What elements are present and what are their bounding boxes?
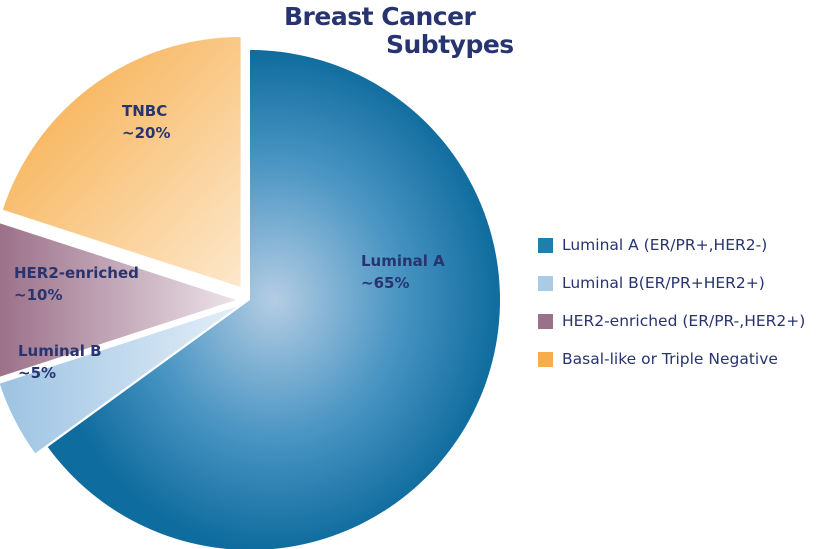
slice-value: ~65% [361, 274, 410, 292]
slice-her2-enriched [0, 223, 236, 377]
legend-swatch [538, 351, 553, 367]
legend-item-luminal-b: Luminal B(ER/PR+HER2+) [538, 272, 805, 294]
legend-swatch [538, 313, 553, 329]
slice-value: ~10% [14, 286, 63, 304]
slice-tnbc [2, 37, 241, 288]
legend-item-her2-enriched: HER2-enriched (ER/PR-,HER2+) [538, 310, 805, 332]
slice-luminal-a [47, 50, 501, 549]
legend-label: HER2-enriched (ER/PR-,HER2+) [562, 312, 806, 330]
legend-label: Luminal A (ER/PR+,HER2-) [562, 236, 768, 254]
legend-label: Luminal B(ER/PR+HER2+) [562, 274, 765, 292]
slice-name: Luminal A [361, 252, 445, 270]
chart-title-line-2: Subtypes [386, 30, 514, 59]
slice-value: ~20% [122, 124, 171, 142]
legend-swatch [538, 237, 553, 253]
legend-item-basal-like: Basal-like or Triple Negative [538, 348, 805, 370]
chart-title-line-1: Breast Cancer [284, 2, 476, 31]
legend-label: Basal-like or Triple Negative [562, 350, 778, 368]
legend-swatch [538, 275, 553, 291]
slice-name: HER2-enriched [14, 264, 139, 282]
slice-name: TNBC [122, 102, 168, 120]
slice-value: ~5% [18, 364, 57, 382]
legend-item-luminal-a: Luminal A (ER/PR+,HER2-) [538, 234, 805, 256]
legend: Luminal A (ER/PR+,HER2-) Luminal B(ER/PR… [538, 234, 805, 386]
slice-label-luminal-b: Luminal B ~5% [18, 340, 102, 384]
slice-label-luminal-a: Luminal A ~65% [361, 250, 445, 294]
slice-label-her2-enriched: HER2-enriched ~10% [14, 262, 139, 306]
slice-label-tnbc: TNBC ~20% [122, 100, 170, 144]
slice-name: Luminal B [18, 342, 102, 360]
slice-luminal-b [0, 306, 238, 454]
